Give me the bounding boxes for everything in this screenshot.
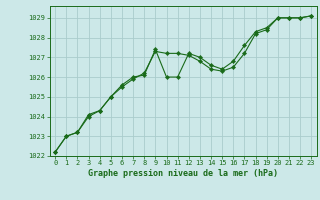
X-axis label: Graphe pression niveau de la mer (hPa): Graphe pression niveau de la mer (hPa) (88, 169, 278, 178)
